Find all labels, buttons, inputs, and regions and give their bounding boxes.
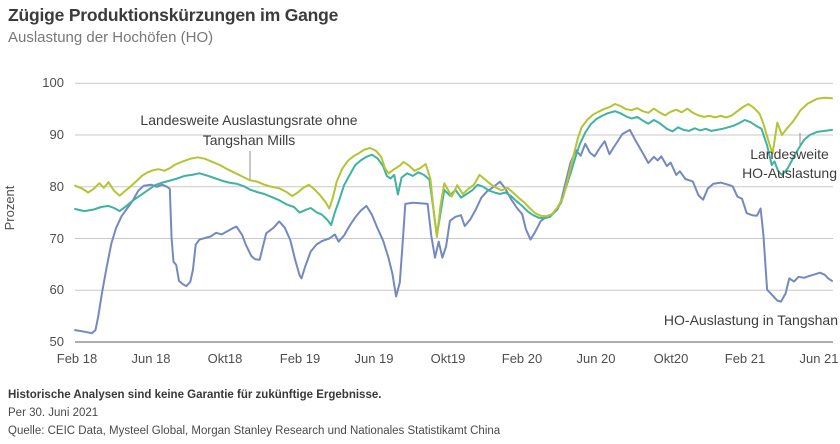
y-tick-label: 100 xyxy=(42,75,64,90)
annotation-line: Tangshan Mills xyxy=(202,132,296,148)
annotation-line: HO-Auslastung xyxy=(742,165,837,181)
annotation-line: Landesweite xyxy=(750,146,829,162)
x-tick-label: Jun 18 xyxy=(131,351,171,366)
footer-disclaimer: Historische Analysen sind keine Garantie… xyxy=(8,389,382,401)
y-axis-label: Prozent xyxy=(2,185,17,231)
x-tick-label: Jun 21 xyxy=(799,351,839,366)
series-line-tangshan xyxy=(74,128,833,335)
y-tick-label: 90 xyxy=(49,127,64,142)
series-line-landesweit xyxy=(74,110,833,237)
annotation-tangshan: HO-Auslastung in Tangshan xyxy=(663,312,838,328)
chart-subtitle: Auslastung der Hochöfen (HO) xyxy=(8,29,214,46)
x-tick-label: Feb 21 xyxy=(724,351,766,366)
x-tick-label: Okt19 xyxy=(430,351,466,366)
y-tick-label: 50 xyxy=(49,334,64,349)
x-tick-label: Jun 20 xyxy=(576,351,616,366)
annotation-national: Landesweite HO-Auslastung xyxy=(742,145,837,183)
annotation-national-ex-tangshan: Landesweite Auslastungsrate ohne Tangsha… xyxy=(140,110,357,150)
y-tick-label: 70 xyxy=(49,231,64,246)
y-tick-label: 80 xyxy=(49,179,64,194)
x-tick-label: Okt20 xyxy=(653,351,689,366)
x-tick-label: Feb 20 xyxy=(501,351,543,366)
page-title: Zügige Produktionskürzungen im Gange xyxy=(8,5,339,25)
x-tick-label: Okt18 xyxy=(207,351,243,366)
footer-as-of-date: Per 30. Juni 2021 xyxy=(8,407,99,419)
x-tick-label: Feb 19 xyxy=(279,351,321,366)
series-line-ohne-tangshan xyxy=(74,96,833,238)
x-tick-label: Feb 18 xyxy=(56,351,98,366)
y-tick-label: 60 xyxy=(49,282,64,297)
x-tick-label: Jun 19 xyxy=(354,351,394,366)
footer-source: Quelle: CEIC Data, Mysteel Global, Morga… xyxy=(8,425,501,437)
annotation-line: Landesweite Auslastungsrate ohne xyxy=(140,112,358,128)
